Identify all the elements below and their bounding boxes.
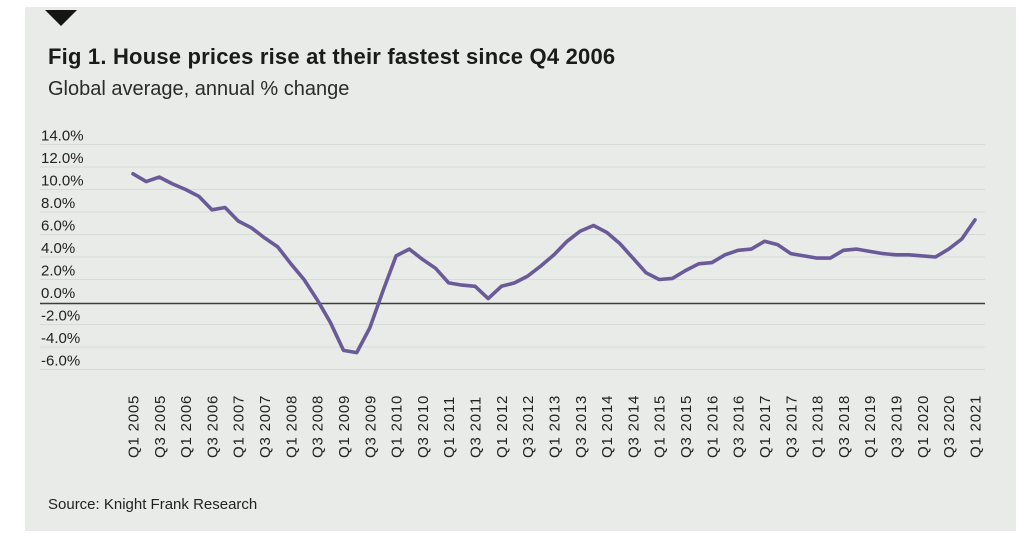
y-axis-label: 14.0% xyxy=(41,128,84,145)
x-axis-label: Q1 2006 xyxy=(178,395,195,458)
x-axis-label: Q3 2019 xyxy=(889,395,906,458)
x-axis-label: Q1 2011 xyxy=(441,396,458,458)
source-caption: Source: Knight Frank Research xyxy=(48,496,258,513)
x-axis-label: Q1 2018 xyxy=(810,395,827,458)
y-axis-label: -6.0% xyxy=(41,353,80,370)
x-axis-label: Q1 2009 xyxy=(336,395,353,458)
price-line-series xyxy=(131,172,977,355)
x-axis-label: Q3 2013 xyxy=(573,395,590,458)
x-axis-label: Q1 2013 xyxy=(546,395,563,458)
x-axis-label: Q1 2007 xyxy=(231,395,248,458)
x-axis-label: Q3 2020 xyxy=(941,395,958,458)
x-axis-label: Q1 2005 xyxy=(126,395,143,458)
y-axis-label: 2.0% xyxy=(41,263,75,280)
x-axis-label: Q3 2008 xyxy=(310,395,327,458)
y-axis-label: 10.0% xyxy=(41,173,84,190)
y-axis-label: 8.0% xyxy=(41,195,75,212)
x-axis-label: Q1 2017 xyxy=(757,395,774,458)
x-axis-label: Q3 2005 xyxy=(152,395,169,458)
figure-title: Fig 1. House prices rise at their fastes… xyxy=(48,44,616,69)
x-axis-label: Q3 2007 xyxy=(257,395,274,458)
x-axis-label: Q1 2010 xyxy=(389,395,406,458)
x-axis-label: Q3 2009 xyxy=(362,395,379,458)
x-axis-label: Q1 2016 xyxy=(704,395,721,458)
x-axis-label: Q1 2019 xyxy=(862,395,879,458)
x-axis-label: Q3 2016 xyxy=(731,395,748,458)
x-axis-label: Q1 2021 xyxy=(967,395,984,458)
x-axis-label: Q3 2015 xyxy=(678,395,695,458)
figure-card xyxy=(25,7,1016,531)
x-axis-label: Q3 2006 xyxy=(204,395,221,458)
down-triangle-icon xyxy=(45,10,77,26)
x-axis-label: Q3 2017 xyxy=(783,395,800,458)
y-axis-label: 0.0% xyxy=(41,285,75,302)
x-axis-label: Q1 2020 xyxy=(915,395,932,458)
x-axis-label: Q1 2014 xyxy=(599,395,616,458)
y-axis-label: 6.0% xyxy=(41,218,75,235)
x-axis-label: Q1 2015 xyxy=(652,395,669,458)
x-axis-label: Q1 2012 xyxy=(494,395,511,458)
x-axis-label: Q3 2014 xyxy=(625,395,642,458)
x-axis-label: Q1 2008 xyxy=(283,395,300,458)
x-axis-label: Q3 2011 xyxy=(468,396,485,458)
x-axis-label: Q3 2018 xyxy=(836,395,853,458)
y-axis-label: -4.0% xyxy=(41,330,80,347)
x-axis-label: Q3 2010 xyxy=(415,395,432,458)
x-axis-label: Q3 2012 xyxy=(520,395,537,458)
y-axis-label: -2.0% xyxy=(41,308,80,325)
y-axis-label: 4.0% xyxy=(41,240,75,257)
y-axis-label: 12.0% xyxy=(41,150,84,167)
figure-subtitle: Global average, annual % change xyxy=(48,78,350,100)
